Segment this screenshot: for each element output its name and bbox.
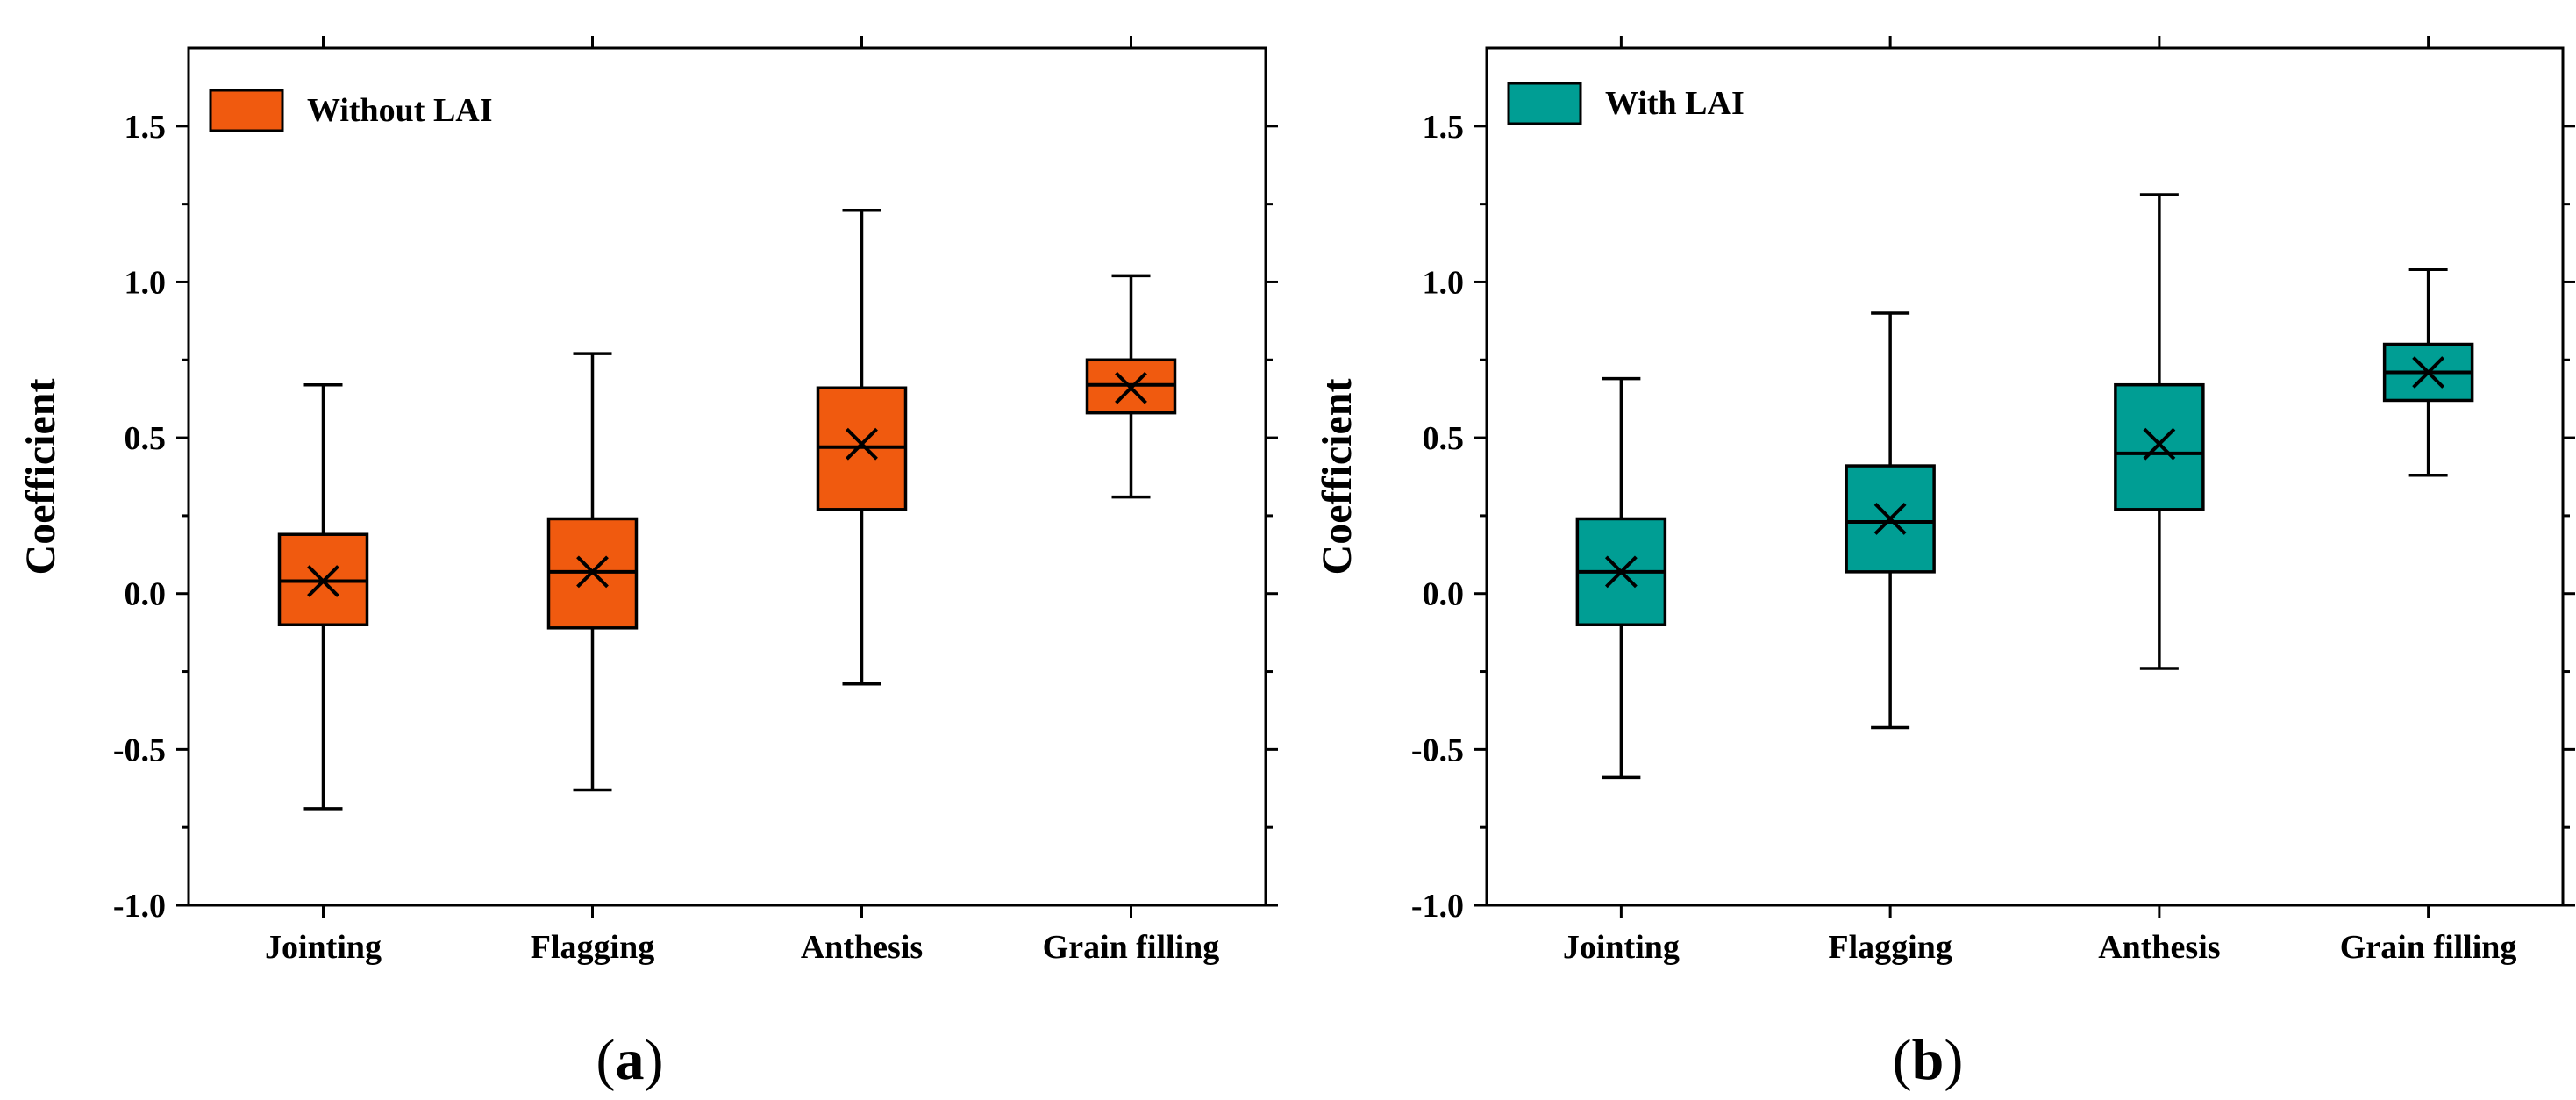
legend-label: With LAI [1605, 85, 1745, 122]
y-tick-label: -0.5 [113, 732, 166, 768]
x-tick-label: Grain filling [2340, 929, 2517, 966]
x-tick-label: Anthesis [2098, 929, 2220, 966]
iqr-box [2114, 382, 2205, 511]
mean-marker [2143, 427, 2176, 461]
chart-panel-b: -1.0 -0.5 0.0 0.5 1.0 1.5 Coefficient Jointing F… [1314, 36, 2575, 966]
box-3 [1085, 274, 1177, 499]
box-3 [2382, 268, 2474, 477]
box-2 [816, 208, 908, 686]
y-tick-label: 0.0 [1423, 576, 1465, 613]
box-2 [2114, 193, 2205, 670]
box-0 [277, 382, 369, 811]
x-tick-label: Jointing [1563, 929, 1680, 966]
y-tick-label: 0.5 [125, 420, 167, 457]
legend-swatch [1507, 82, 1582, 125]
mean-marker [307, 565, 339, 597]
mean-marker [1115, 371, 1147, 404]
y-tick-label: -0.5 [1411, 732, 1464, 768]
y-tick-label: -1.0 [113, 888, 166, 925]
y-tick-label: 1.0 [125, 264, 167, 301]
plot-frame [1485, 46, 2565, 907]
mean-marker [1604, 555, 1638, 589]
legend-swatch [209, 89, 284, 132]
chart-panel-a: -1.0 -0.5 0.0 0.5 1.0 1.5 Coefficient Jointing F… [18, 36, 1278, 966]
plot-frame [187, 46, 1267, 907]
box-1 [1845, 311, 1936, 730]
panel-label-a: (a) [596, 1028, 664, 1092]
y-axis-title: Coefficient [18, 379, 64, 575]
panel-label-b: (b) [1893, 1028, 1964, 1092]
y-axis-title: Coefficient [1314, 379, 1360, 575]
y-tick-label: 1.0 [1423, 264, 1465, 301]
box-0 [1575, 376, 1667, 780]
legend-label: Without LAI [307, 92, 493, 129]
mean-marker [846, 427, 878, 461]
mean-marker [1873, 503, 1907, 535]
x-tick-label: Flagging [531, 929, 654, 966]
mean-marker [576, 555, 609, 589]
x-tick-label: Flagging [1828, 929, 1952, 966]
mean-marker [2412, 356, 2445, 389]
y-tick-label: 0.5 [1423, 420, 1465, 457]
box-1 [546, 352, 639, 792]
y-tick-label: 1.5 [125, 109, 167, 146]
x-tick-label: Grain filling [1043, 929, 1220, 966]
y-tick-label: 0.0 [125, 576, 167, 613]
y-tick-label: 1.5 [1423, 109, 1465, 146]
x-tick-label: Anthesis [801, 929, 923, 966]
x-tick-label: Jointing [265, 929, 382, 966]
y-tick-label: -1.0 [1411, 888, 1464, 925]
